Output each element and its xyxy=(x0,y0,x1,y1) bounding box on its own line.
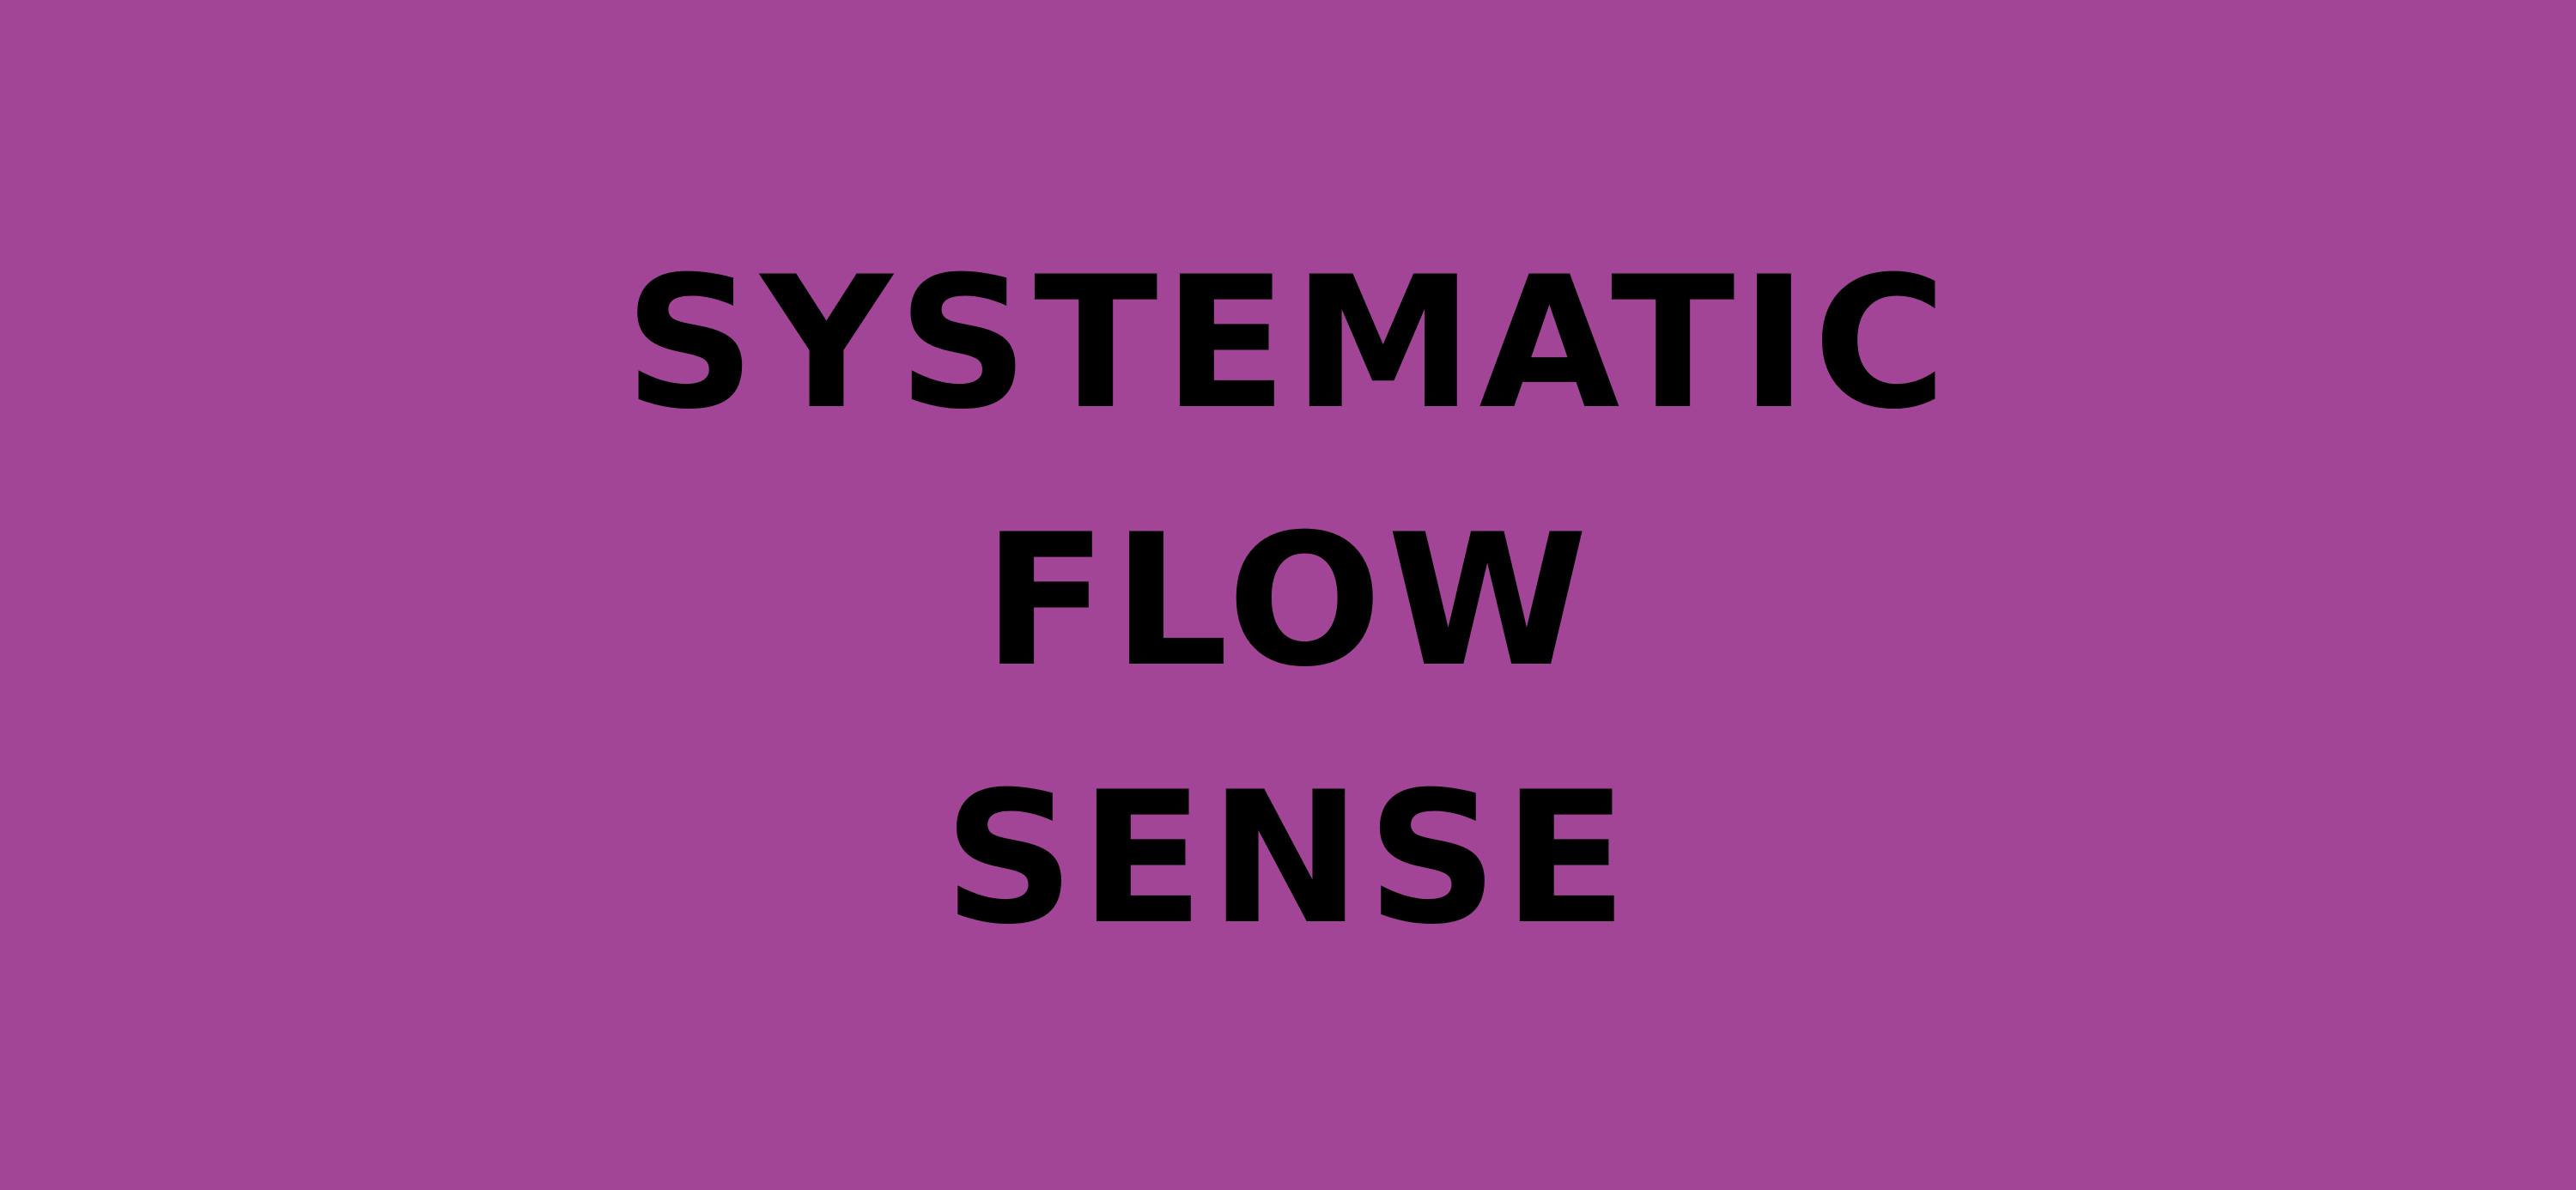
title-block: SYSTEMATIC FLOW SENSE xyxy=(0,215,2576,987)
title-line-2: FLOW xyxy=(982,495,1594,707)
title-line-1: SYSTEMATIC xyxy=(624,237,1952,449)
title-line-3: SENSE xyxy=(943,752,1633,964)
